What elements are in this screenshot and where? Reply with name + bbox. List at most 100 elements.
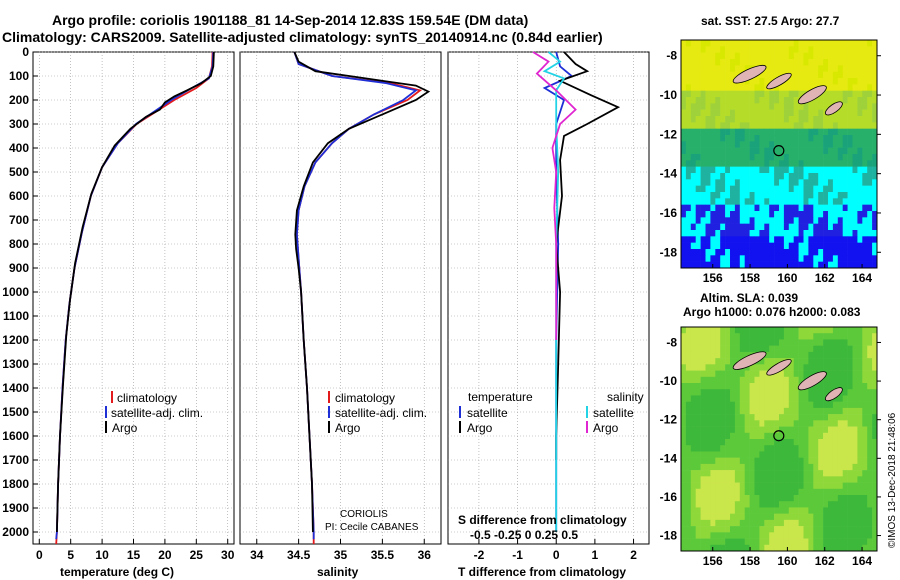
map-cell: [754, 128, 760, 136]
map-cell: [730, 173, 736, 180]
y-tick-label: 1100: [3, 309, 29, 323]
map-cell: [730, 395, 736, 402]
map-cell: [725, 166, 731, 174]
map-cell: [847, 364, 853, 371]
map-cell: [798, 538, 804, 546]
salinity-lines: [293, 51, 431, 544]
map-cell: [705, 526, 711, 533]
map-cell: [818, 495, 824, 502]
map-cell: [813, 255, 819, 262]
map-cell: [803, 122, 809, 129]
temperature-ticks: 0 5 10 15 20 25 300100200300400500600700800900…: [2, 45, 234, 562]
map-cell: [857, 223, 863, 231]
map-cell: [823, 426, 829, 434]
map-cell: [681, 538, 687, 546]
map-cell: [774, 351, 780, 359]
map-cell: [857, 389, 863, 396]
map-cell: [832, 420, 839, 427]
map-cell: [759, 249, 765, 256]
map-cell: [783, 204, 790, 212]
map-cell: [744, 526, 750, 533]
map-cell: [710, 198, 716, 205]
map-cell: [769, 376, 775, 384]
map-cell: [681, 383, 687, 390]
map-cell: [769, 507, 775, 514]
map-cell: [764, 432, 770, 440]
map-cell: [783, 488, 790, 496]
map-cell: [779, 141, 785, 148]
map-cell: [725, 154, 731, 161]
map-cell: [828, 463, 834, 471]
map-cell: [867, 439, 873, 446]
map-cell: [695, 128, 701, 136]
map-cell: [774, 495, 780, 502]
map-cell: [774, 179, 780, 186]
map-cell: [857, 59, 863, 66]
map-cell: [730, 78, 736, 85]
map-cell: [813, 192, 819, 199]
map-cell: [725, 52, 731, 60]
map-cell: [798, 345, 804, 353]
map-cell: [705, 532, 711, 539]
map-cell: [759, 179, 765, 186]
map-cell: [681, 46, 687, 53]
map-cell: [685, 463, 692, 471]
map-cell: [734, 495, 741, 502]
map-cell: [749, 432, 755, 440]
map-cell: [764, 242, 770, 250]
map-cell: [710, 420, 716, 427]
map-cell: [695, 84, 701, 91]
map-cell: [764, 364, 770, 371]
map-cell: [818, 217, 824, 224]
map-y-tick-label: -10: [660, 374, 678, 388]
series-line-t-argo: [555, 51, 621, 460]
map-cell: [823, 439, 829, 446]
map-cell: [832, 71, 839, 79]
map-cell: [681, 389, 687, 396]
map-cell: [793, 141, 799, 148]
map-cell: [725, 236, 731, 243]
map-cell: [681, 414, 687, 421]
map-cell: [720, 40, 726, 47]
map-cell: [705, 84, 711, 91]
map-cell: [769, 217, 775, 224]
map-cell: [803, 426, 809, 434]
map-cell: [710, 78, 716, 85]
map-cell: [690, 40, 696, 47]
map-cell: [808, 173, 814, 180]
map-cell: [774, 476, 780, 483]
legend-label-s-satellite: satellite: [593, 406, 634, 420]
map-cell: [769, 389, 775, 396]
map-cell: [725, 78, 731, 85]
map-cell: [779, 65, 785, 72]
map-cell: [828, 538, 834, 546]
map-cell: [828, 457, 834, 465]
map-cell: [749, 407, 755, 415]
map-cell: [872, 339, 878, 346]
map-cell: [828, 59, 834, 66]
map-cell: [842, 519, 848, 527]
map-cell: [685, 395, 692, 402]
map-cell: [739, 122, 745, 129]
map-cell: [744, 173, 750, 180]
map-cell: [852, 84, 858, 91]
map-cell: [734, 204, 741, 212]
map-cell: [685, 364, 692, 371]
map-cell: [759, 488, 765, 496]
map-cell: [837, 519, 843, 527]
map-cell: [725, 463, 731, 471]
map-cell: [818, 426, 824, 434]
map-cell: [754, 463, 760, 471]
map-cell: [798, 333, 804, 340]
map-cell: [725, 451, 731, 458]
map-cell: [769, 198, 775, 205]
map-cell: [779, 532, 785, 539]
map-cell: [749, 78, 755, 85]
map-cell: [749, 376, 755, 384]
map-cell: [744, 383, 750, 390]
map-cell: [837, 261, 843, 269]
map-cell: [798, 192, 804, 199]
map-cell: [808, 166, 814, 174]
map-cell: [842, 78, 848, 85]
map-cell: [710, 97, 716, 104]
